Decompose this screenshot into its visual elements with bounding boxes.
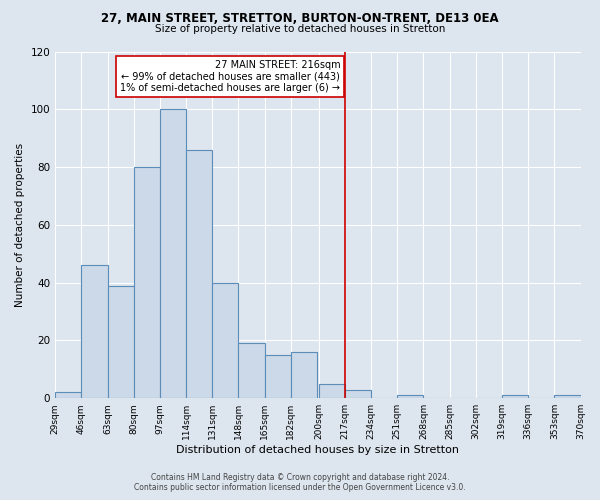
Text: Contains HM Land Registry data © Crown copyright and database right 2024.
Contai: Contains HM Land Registry data © Crown c… bbox=[134, 473, 466, 492]
X-axis label: Distribution of detached houses by size in Stretton: Distribution of detached houses by size … bbox=[176, 445, 460, 455]
Bar bbox=[345, 390, 371, 398]
Bar bbox=[291, 352, 317, 398]
Text: Size of property relative to detached houses in Stretton: Size of property relative to detached ho… bbox=[155, 24, 445, 34]
Text: 27, MAIN STREET, STRETTON, BURTON-ON-TRENT, DE13 0EA: 27, MAIN STREET, STRETTON, BURTON-ON-TRE… bbox=[101, 12, 499, 26]
Text: 27 MAIN STREET: 216sqm
← 99% of detached houses are smaller (443)
1% of semi-det: 27 MAIN STREET: 216sqm ← 99% of detached… bbox=[120, 60, 340, 94]
Bar bbox=[107, 286, 134, 398]
Bar bbox=[554, 396, 581, 398]
Bar bbox=[397, 396, 424, 398]
Bar bbox=[160, 110, 186, 398]
Bar bbox=[502, 396, 528, 398]
Bar bbox=[319, 384, 345, 398]
Bar bbox=[265, 355, 291, 398]
Bar bbox=[134, 167, 160, 398]
Bar bbox=[212, 282, 238, 398]
Bar bbox=[186, 150, 212, 398]
Bar bbox=[238, 344, 265, 398]
Bar bbox=[55, 392, 82, 398]
Y-axis label: Number of detached properties: Number of detached properties bbox=[15, 143, 25, 307]
Bar bbox=[82, 266, 107, 398]
